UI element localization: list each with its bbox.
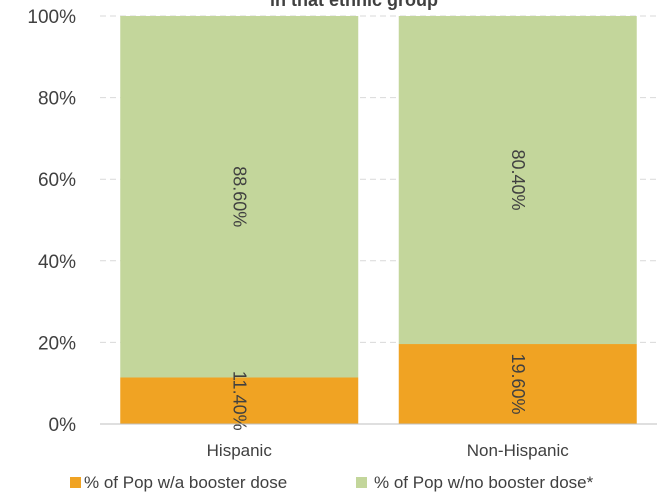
- bars: [120, 16, 637, 424]
- legend-label: % of Pop w/no booster dose*: [374, 473, 594, 492]
- legend-swatch: [70, 477, 81, 488]
- axes: 0% 20% 40% 60% 80% 100% Hispanic Non-Hispanic: [27, 7, 657, 460]
- x-category-label: Hispanic: [207, 441, 273, 460]
- x-category-label: Non-Hispanic: [467, 441, 570, 460]
- bar-segment: [398, 16, 637, 345]
- y-tick-label: 0%: [49, 415, 77, 436]
- bar-segment: [120, 16, 359, 378]
- data-label: 19.60%: [508, 353, 528, 414]
- legend: % of Pop w/a booster dose % of Pop w/no b…: [70, 473, 594, 492]
- y-tick-label: 40%: [38, 252, 76, 273]
- legend-swatch: [356, 477, 367, 488]
- bar-segment: [120, 377, 359, 424]
- chart-title: in that ethnic group: [270, 0, 438, 10]
- y-tick-label: 100%: [27, 7, 76, 28]
- data-label: 11.40%: [229, 371, 249, 431]
- y-tick-label: 20%: [38, 333, 76, 354]
- y-tick-label: 60%: [38, 170, 76, 191]
- data-labels: 11.40% 88.60% 19.60% 80.40%: [229, 149, 528, 430]
- legend-label: % of Pop w/a booster dose: [84, 473, 287, 492]
- y-tick-label: 80%: [38, 89, 76, 110]
- data-label: 88.60%: [229, 166, 249, 227]
- data-label: 80.40%: [508, 149, 528, 210]
- bar-segment: [398, 344, 637, 424]
